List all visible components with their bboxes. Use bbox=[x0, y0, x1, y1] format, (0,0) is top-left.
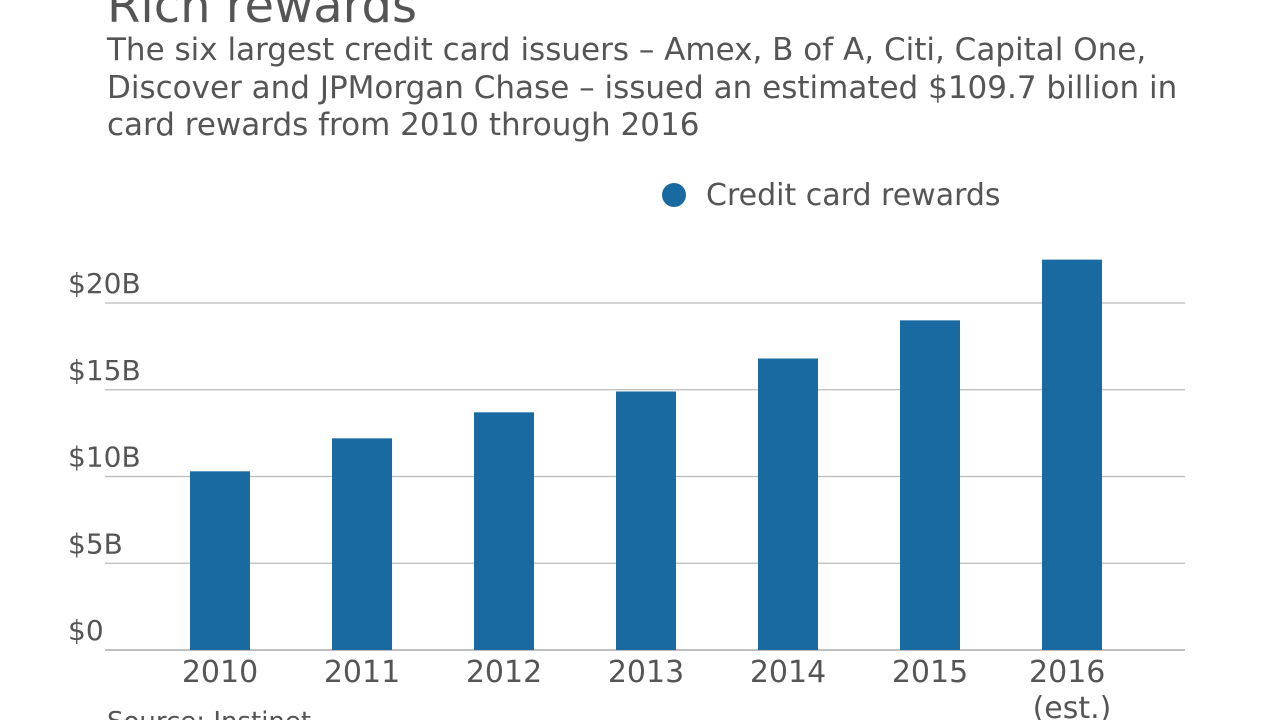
bar bbox=[900, 320, 960, 650]
bar bbox=[1042, 259, 1102, 650]
y-tick-label: $5B bbox=[68, 527, 123, 560]
y-tick-label: $10B bbox=[68, 441, 141, 474]
x-tick-label: 2015 bbox=[892, 655, 968, 690]
x-tick-label: 2012 bbox=[466, 655, 542, 690]
x-tick-label: 2013 bbox=[608, 655, 684, 690]
x-tick-label: 2014 bbox=[750, 655, 826, 690]
bar bbox=[190, 471, 250, 650]
y-tick-label: $0 bbox=[68, 614, 104, 647]
bar bbox=[332, 438, 392, 650]
source: Source: Instinet bbox=[107, 707, 311, 720]
y-tick-label: $15B bbox=[68, 354, 141, 387]
legend-marker bbox=[662, 183, 686, 207]
y-tick-label: $20B bbox=[68, 267, 141, 300]
chart-subtitle: The six largest credit card issuers – Am… bbox=[107, 32, 1178, 143]
x-tick-label: 2010 bbox=[182, 655, 258, 690]
bar bbox=[474, 412, 534, 650]
legend-label: Credit card rewards bbox=[706, 178, 1001, 213]
chart-title: Rich rewards bbox=[107, 0, 417, 34]
bar bbox=[616, 391, 676, 650]
x-tick-label: 2011 bbox=[324, 655, 400, 690]
bar bbox=[758, 358, 818, 650]
x-tick-label: 2016 (est.) bbox=[1029, 655, 1115, 720]
